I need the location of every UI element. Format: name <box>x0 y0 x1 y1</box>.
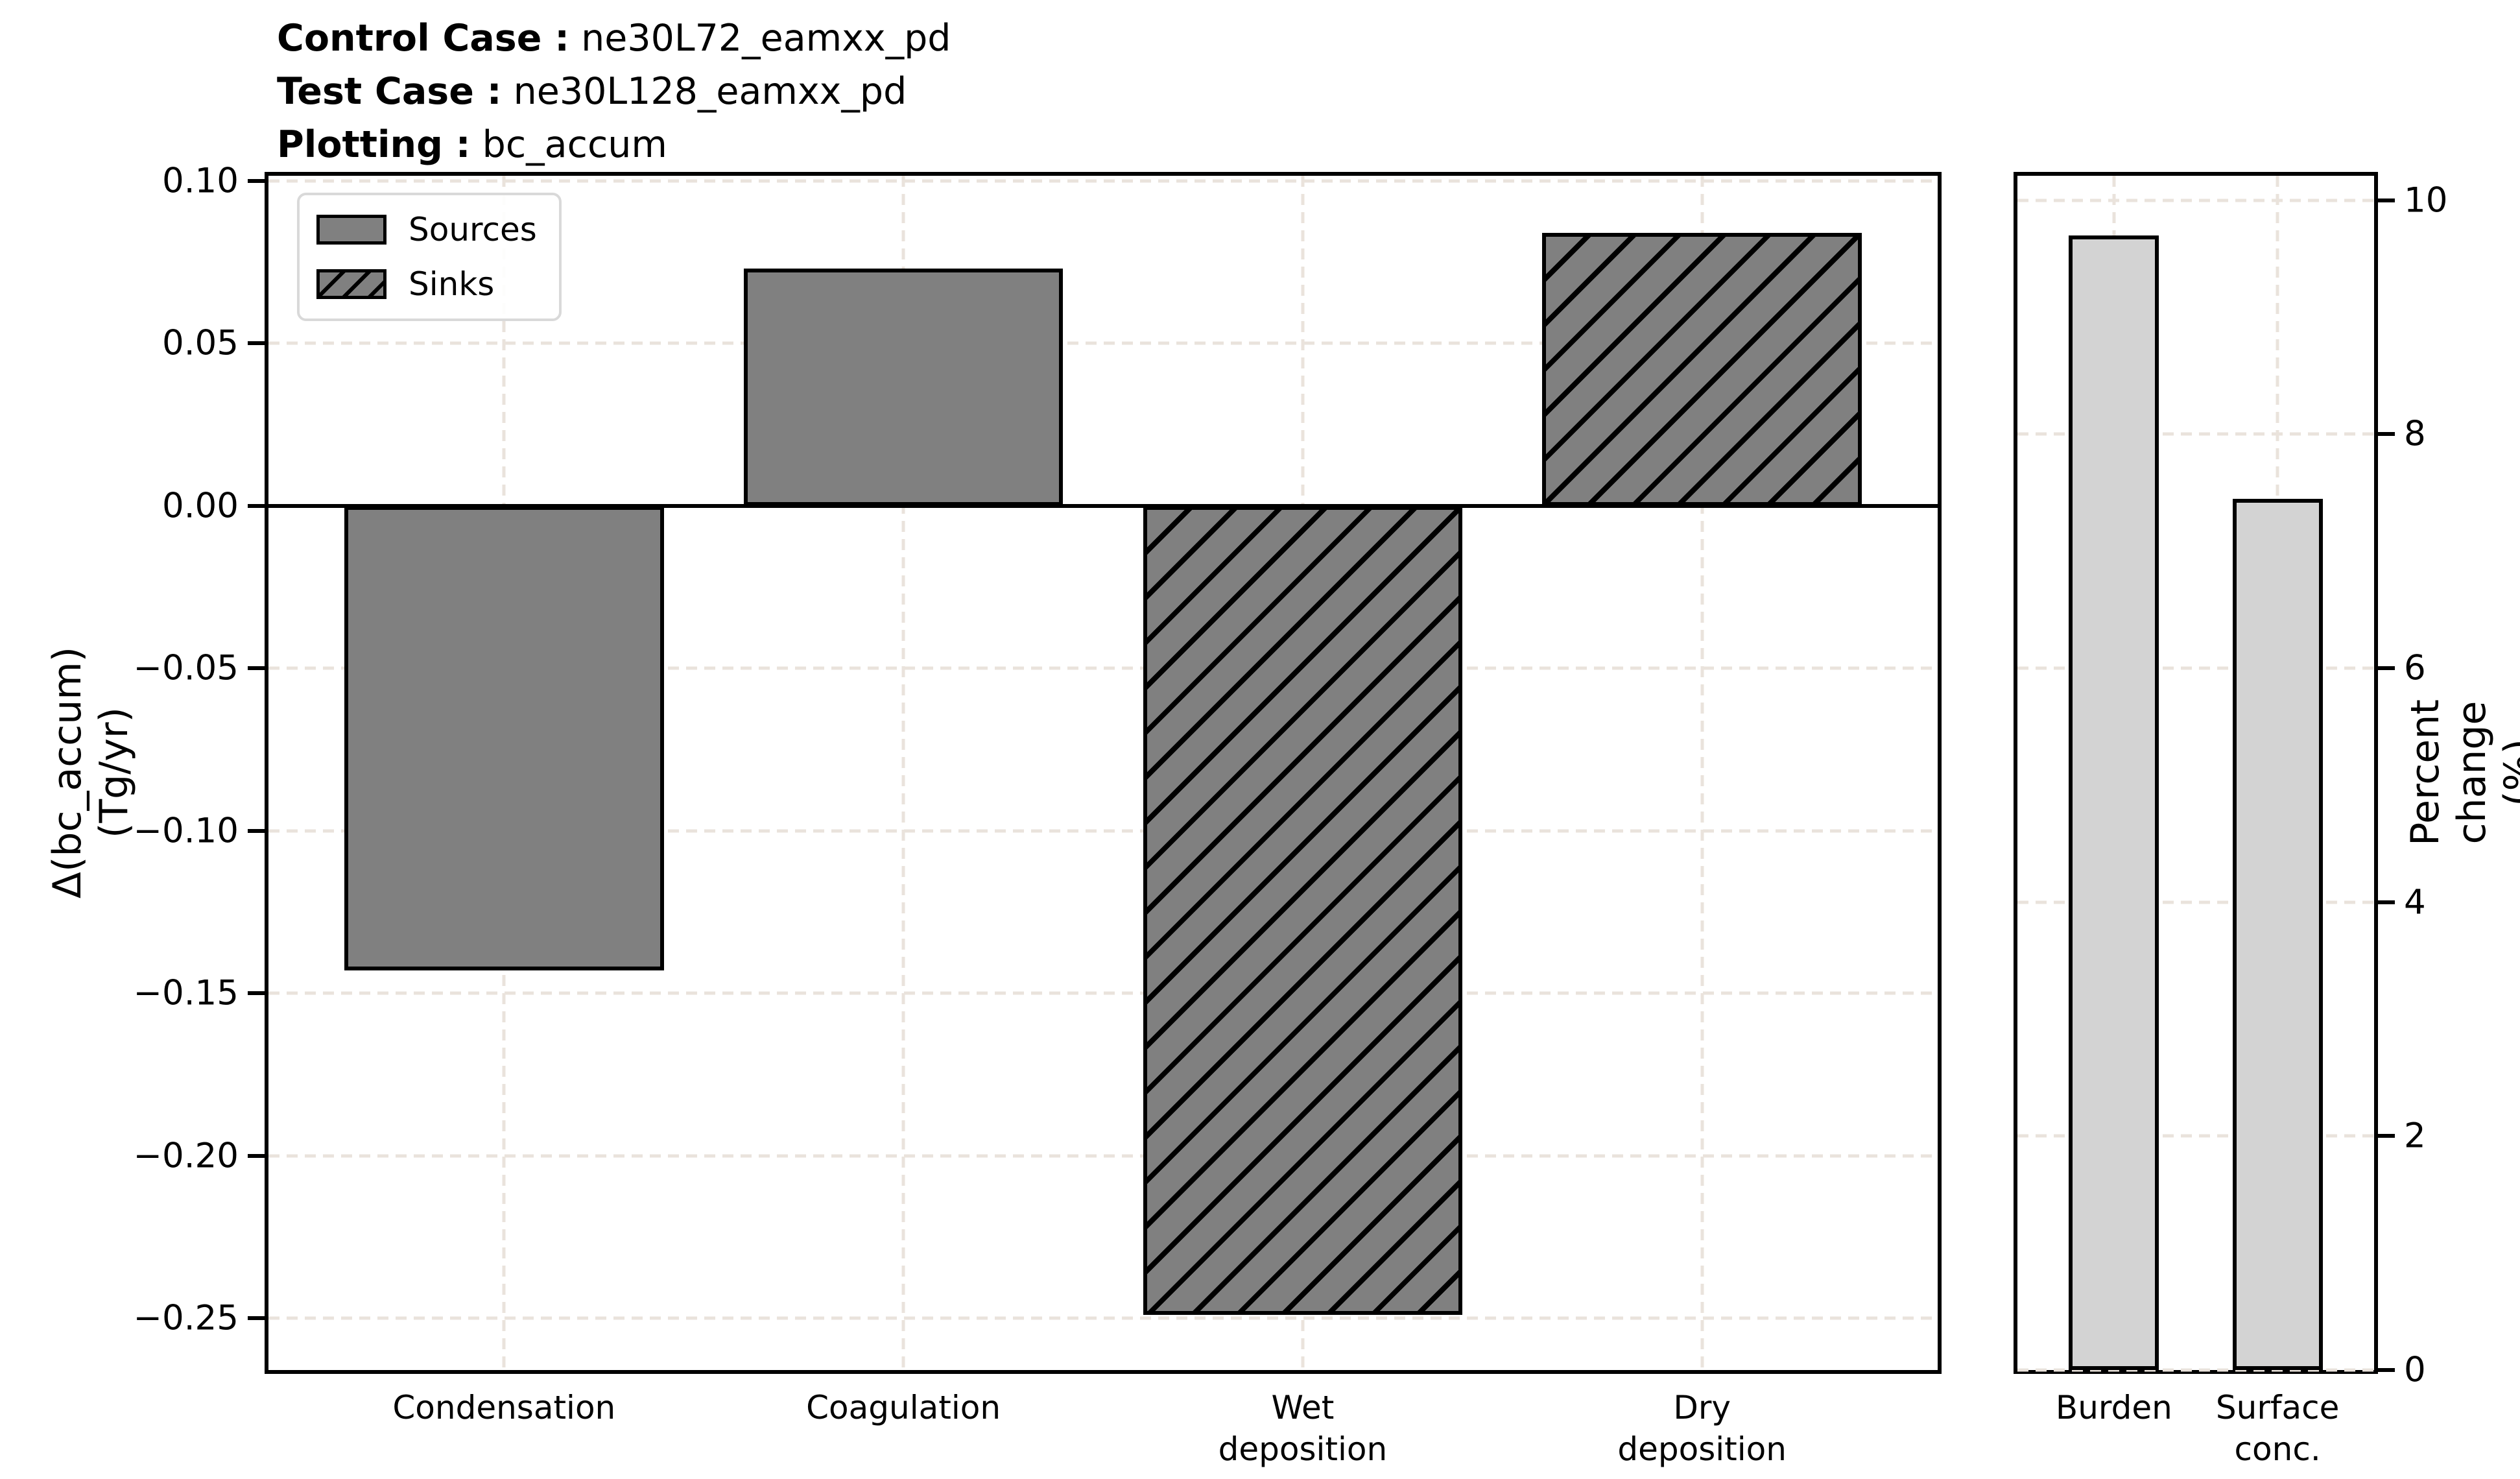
plotting-value: bc_accum <box>482 123 667 166</box>
y-tick-label: 10 <box>2404 180 2448 221</box>
y-tick-label: 2 <box>2404 1116 2426 1156</box>
x-gridline <box>1700 176 1704 1370</box>
y-tick <box>248 503 265 508</box>
bar-wet-deposition <box>1143 505 1463 1316</box>
title-block: Control Case : ne30L72_eamxx_pd Test Cas… <box>277 12 951 171</box>
x-category-label-wet-deposition: Wet deposition <box>1218 1389 1388 1468</box>
x-category-label-burden: Burden <box>2055 1389 2172 1426</box>
y-gridline <box>2017 432 2374 436</box>
y-tick-label: 8 <box>2404 414 2426 454</box>
test-case-label: Test Case : <box>277 70 502 113</box>
y-tick-label: 0.10 <box>161 161 239 201</box>
plotting-line: Plotting : bc_accum <box>277 118 951 171</box>
y-tick <box>2378 1368 2395 1372</box>
y-gridline <box>2017 900 2374 904</box>
bar-surface-conc <box>2232 498 2323 1370</box>
y-tick <box>2378 900 2395 904</box>
control-case-value: ne30L72_eamxx_pd <box>581 17 951 60</box>
y-gridline <box>268 1316 1938 1320</box>
control-case-label: Control Case : <box>277 17 569 60</box>
y-tick <box>248 179 265 183</box>
y-tick-label: 0.05 <box>161 323 239 363</box>
plotting-label: Plotting : <box>277 123 471 166</box>
test-case-value: ne30L128_eamxx_pd <box>513 70 907 113</box>
zero-line <box>268 503 1938 508</box>
x-category-label-condensation: Condensation <box>392 1389 616 1426</box>
y-tick <box>248 1153 265 1158</box>
sources-swatch-icon <box>316 215 386 245</box>
y-gridline <box>268 179 1938 183</box>
y-tick <box>248 828 265 833</box>
y-tick <box>2378 432 2395 437</box>
y-tick-label: 0.00 <box>161 486 239 526</box>
bar-condensation <box>344 505 664 971</box>
x-category-label-coagulation: Coagulation <box>806 1389 1001 1426</box>
legend-row-sources: Sources <box>316 211 537 248</box>
sinks-swatch-icon <box>316 269 386 299</box>
y-tick <box>248 991 265 996</box>
y-tick-label: −0.05 <box>133 648 239 688</box>
y-tick-label: 0 <box>2404 1350 2426 1390</box>
y-gridline <box>268 991 1938 995</box>
y-tick-label: −0.15 <box>133 973 239 1013</box>
y-gridline <box>2017 198 2374 202</box>
y-tick <box>248 341 265 346</box>
y-tick-label: −0.10 <box>133 811 239 851</box>
percent-change-axes: 0 2 4 6 8 10 Burden Surface conc. <box>2014 172 2447 1468</box>
y-tick-label: 6 <box>2404 648 2426 688</box>
y-gridline <box>2017 666 2374 670</box>
x-category-label-dry-deposition: Dry deposition <box>1617 1389 1787 1468</box>
y-tick <box>2378 198 2395 202</box>
legend-row-sinks: Sinks <box>316 265 537 303</box>
y-tick <box>248 1316 265 1321</box>
y-gridline <box>268 341 1938 345</box>
right-y-axis-label: Percent change (%) <box>2403 699 2520 846</box>
x-category-label-surface-conc: Surface conc. <box>2215 1389 2340 1468</box>
legend-label-sources: Sources <box>409 211 537 248</box>
x-gridline <box>901 176 905 1370</box>
y-gridline <box>268 829 1938 833</box>
bar-burden <box>2069 235 2159 1370</box>
y-tick-label: 4 <box>2404 882 2426 922</box>
left-y-axis-label: Δ(bc_accum) (Tg/yr) <box>45 646 137 899</box>
y-tick <box>2378 1134 2395 1138</box>
control-case-line: Control Case : ne30L72_eamxx_pd <box>277 12 951 65</box>
test-case-line: Test Case : ne30L128_eamxx_pd <box>277 65 951 118</box>
y-tick <box>2378 666 2395 671</box>
y-gridline <box>268 666 1938 670</box>
y-tick-label: −0.20 <box>133 1136 239 1176</box>
bar-coagulation <box>743 269 1064 506</box>
y-gridline <box>2017 1368 2374 1372</box>
y-gridline <box>268 1154 1938 1158</box>
y-tick <box>248 666 265 671</box>
legend-label-sinks: Sinks <box>409 265 495 303</box>
fluxes-axes: Sources Sinks 0.10 0.05 0.00 −0.05 −0.10 −0.1… <box>134 162 1942 1468</box>
bar-dry-deposition <box>1542 233 1862 506</box>
y-gridline <box>2017 1134 2374 1138</box>
legend: Sources Sinks <box>297 193 562 321</box>
y-tick-label: −0.25 <box>133 1298 239 1338</box>
